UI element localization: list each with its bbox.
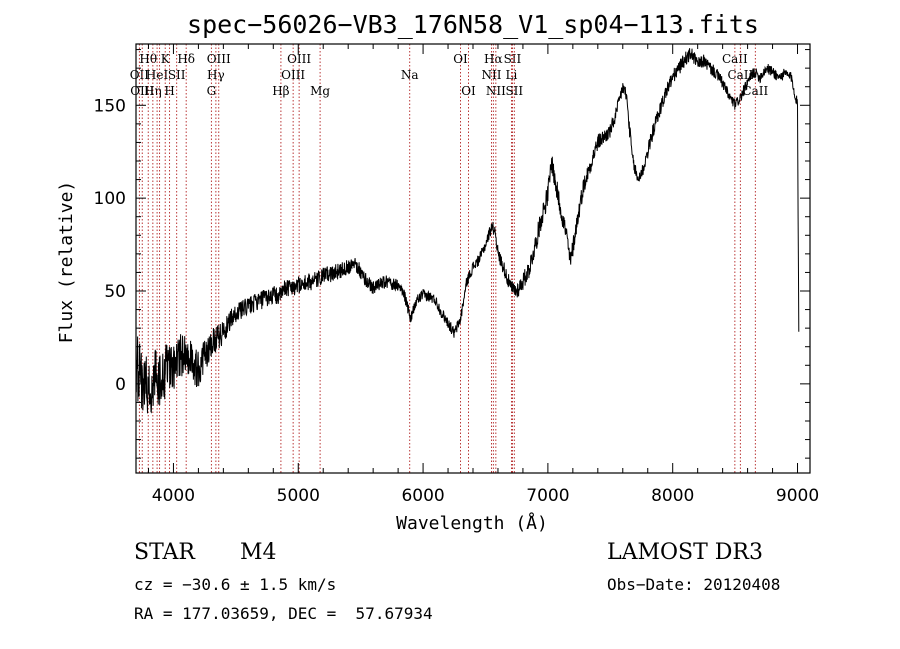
line-label-26: CaII (722, 52, 748, 66)
x-tick-label-1: 5000 (277, 486, 320, 506)
line-label-11: Hγ (207, 68, 225, 82)
object-class: STAR (134, 540, 195, 565)
line-markers-layer: OIIOIIIHθHηHeIKHSIIHδGHγOIIIHβOIIIOIIIMg… (130, 44, 768, 473)
line-label-13: Hβ (272, 84, 289, 98)
line-label-8: SII (168, 68, 186, 82)
line-label-16: Mg (310, 84, 330, 98)
line-label-7: H (164, 84, 174, 98)
x-tick-label-0: 4000 (152, 486, 195, 506)
survey-name: LAMOST DR3 (607, 540, 763, 565)
line-label-0: OII (130, 68, 150, 82)
line-label-25: SII (505, 84, 523, 98)
plot-frame (135, 43, 811, 474)
line-label-23: Li (506, 68, 518, 82)
line-label-17: Na (401, 68, 419, 82)
spectrum-layer (136, 48, 800, 414)
line-label-14: OIII (281, 68, 305, 82)
chart-title: spec−56026−VB3_176N58_V1_sp04−113.fits (187, 10, 759, 39)
spectrum-line (136, 48, 800, 414)
line-label-15: OIII (287, 52, 311, 66)
y-tick-label-0: 0 (115, 375, 126, 395)
line-label-18: OI (453, 52, 468, 66)
line-label-28: CaII (742, 84, 768, 98)
x-axis-label: Wavelength (Å) (396, 512, 548, 534)
line-label-12: OIII (207, 52, 231, 66)
line-label-27: CaII (727, 68, 753, 82)
x-tick-label-4: 8000 (651, 486, 694, 506)
line-label-4: HeI (146, 68, 169, 82)
line-label-10: G (207, 84, 217, 98)
line-label-19: OI (461, 84, 476, 98)
redshift-cz: cz = −30.6 ± 1.5 km/s (134, 575, 337, 594)
line-label-9: Hδ (177, 52, 195, 66)
line-label-2: Hθ (139, 52, 157, 66)
object-subclass: M4 (240, 540, 277, 565)
x-tick-label-5: 9000 (776, 486, 819, 506)
line-label-22: NII (486, 84, 506, 98)
line-label-6: K (161, 52, 171, 66)
line-label-20: NII (481, 68, 501, 82)
axis-ticks-layer: 4000 5000 6000 7000 8000 9000 0 50 100 150 (94, 44, 819, 506)
x-tick-label-3: 7000 (526, 486, 569, 506)
x-tick-label-2: 6000 (401, 486, 444, 506)
observation-date: Obs−Date: 20120408 (607, 575, 781, 594)
ra-dec: RA = 177.03659, DEC = 57.67934 (134, 604, 433, 623)
line-label-3: Hη (144, 84, 162, 98)
y-tick-label-1: 50 (104, 282, 126, 302)
line-label-21: Hα (484, 52, 503, 66)
y-tick-label-3: 150 (94, 96, 126, 116)
y-axis-label: Flux (relative) (56, 181, 77, 344)
y-tick-label-2: 100 (94, 189, 126, 209)
line-label-24: SII (504, 52, 522, 66)
